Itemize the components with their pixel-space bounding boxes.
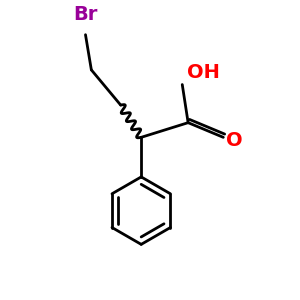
Text: OH: OH bbox=[187, 63, 220, 82]
Text: O: O bbox=[226, 131, 243, 150]
Text: Br: Br bbox=[73, 5, 98, 24]
